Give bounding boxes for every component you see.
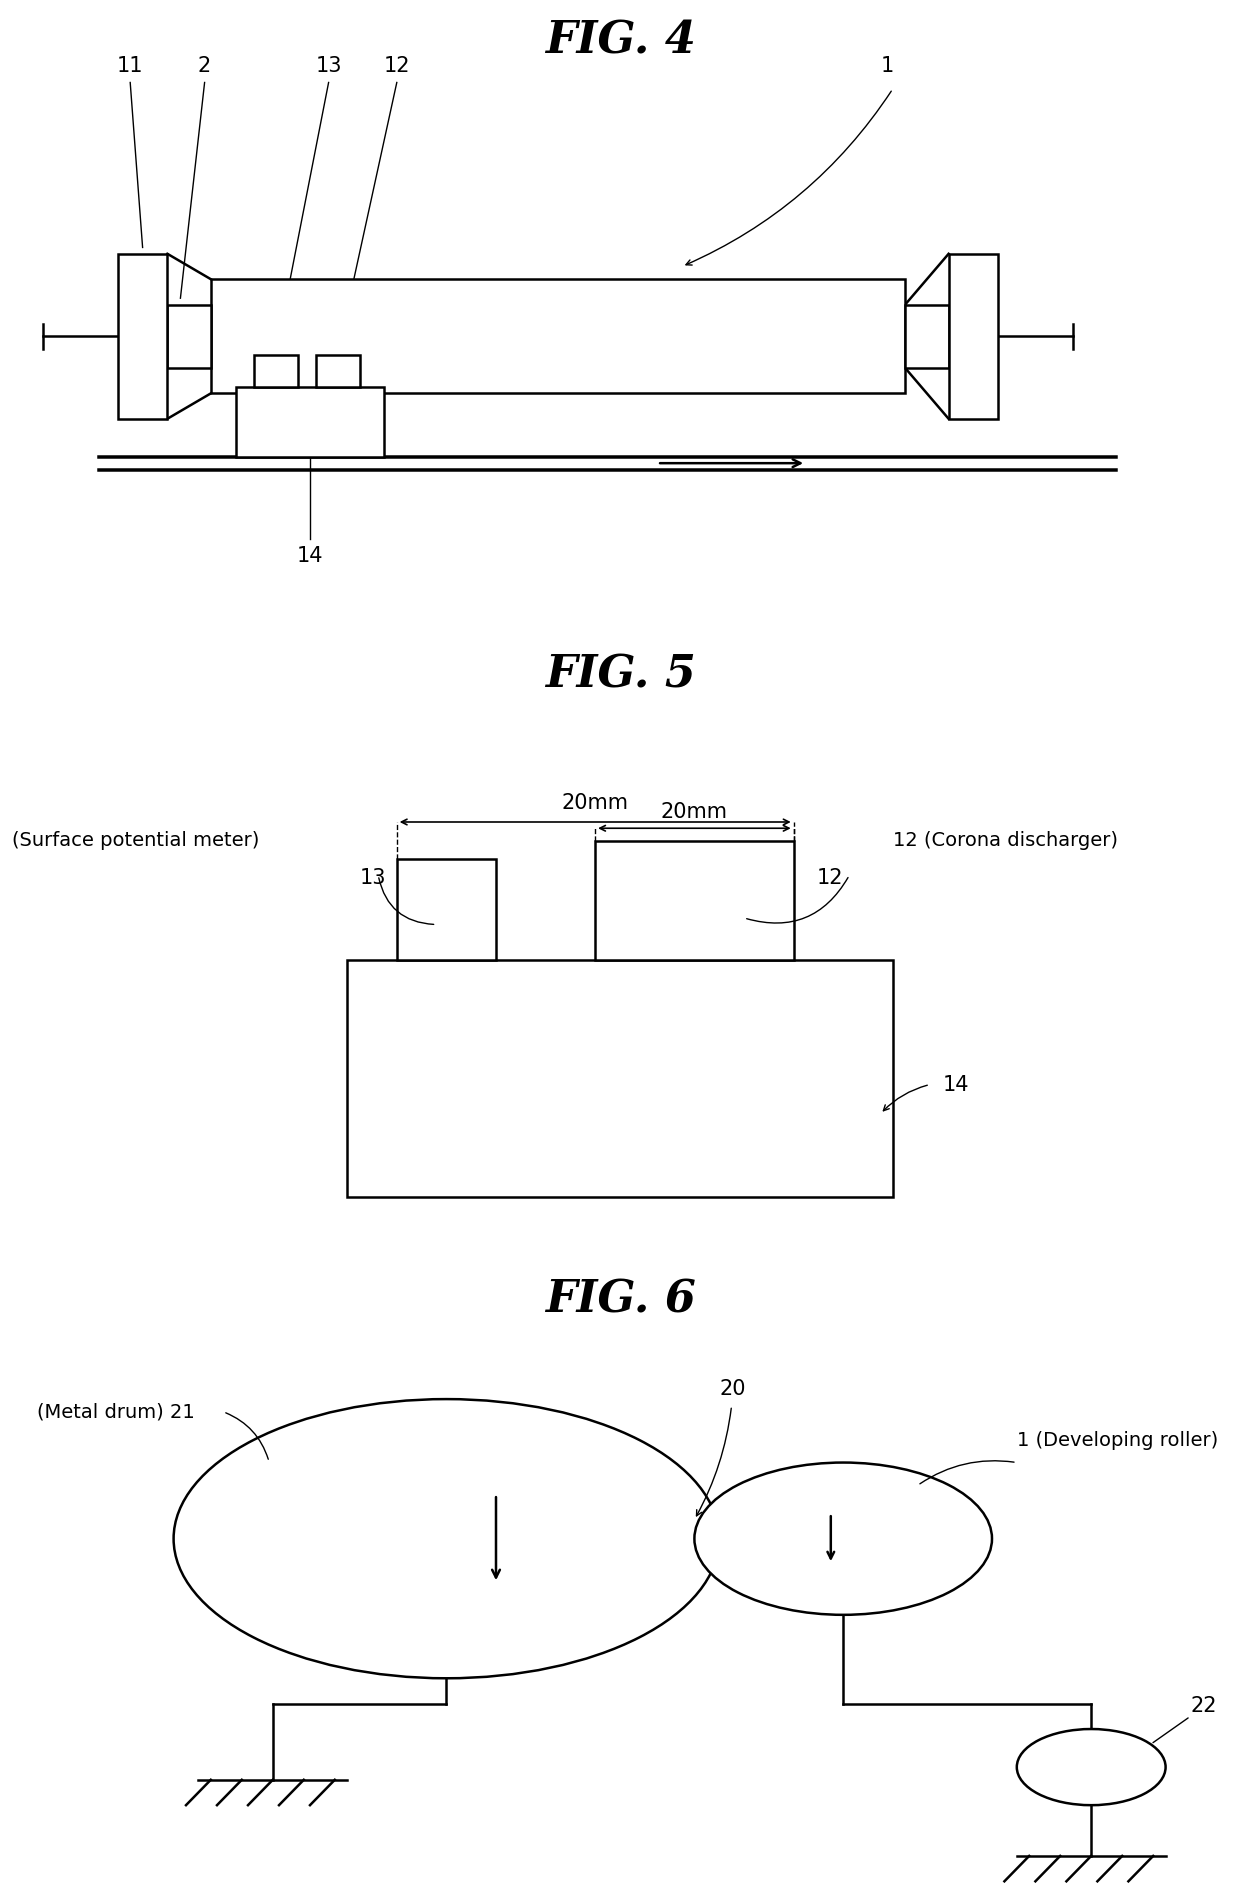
- Text: 12: 12: [817, 867, 843, 888]
- Text: FIG. 5: FIG. 5: [544, 653, 696, 697]
- Text: 20: 20: [719, 1379, 745, 1400]
- Text: 13: 13: [360, 867, 386, 888]
- Text: 12: 12: [383, 57, 410, 76]
- Circle shape: [694, 1462, 992, 1616]
- Bar: [167, 305, 211, 367]
- Text: FIG. 4: FIG. 4: [544, 19, 696, 63]
- Text: 13: 13: [315, 57, 342, 76]
- Circle shape: [1017, 1729, 1166, 1805]
- Bar: [949, 254, 998, 419]
- Bar: [905, 305, 949, 367]
- Text: 14: 14: [296, 545, 324, 566]
- Text: (Surface potential meter): (Surface potential meter): [12, 831, 259, 850]
- Bar: [316, 356, 360, 386]
- Bar: [397, 860, 496, 960]
- Bar: [254, 356, 298, 386]
- Circle shape: [174, 1400, 719, 1678]
- Bar: [236, 386, 384, 456]
- Bar: [347, 960, 893, 1197]
- Bar: [118, 254, 167, 419]
- Text: 1 (Developing roller): 1 (Developing roller): [1017, 1430, 1218, 1451]
- Text: 14: 14: [942, 1074, 968, 1095]
- Text: 2: 2: [198, 57, 211, 76]
- Text: 20mm: 20mm: [661, 801, 728, 822]
- Text: 1: 1: [880, 57, 894, 76]
- Text: (Metal drum) 21: (Metal drum) 21: [37, 1402, 195, 1420]
- Text: 12 (Corona discharger): 12 (Corona discharger): [893, 831, 1117, 850]
- Text: A: A: [1084, 1758, 1099, 1777]
- Text: 20mm: 20mm: [562, 792, 629, 813]
- Bar: [595, 841, 794, 960]
- Bar: [211, 278, 905, 394]
- Text: 22: 22: [1190, 1697, 1216, 1716]
- Text: FIG. 6: FIG. 6: [544, 1278, 696, 1322]
- Text: 11: 11: [117, 57, 144, 76]
